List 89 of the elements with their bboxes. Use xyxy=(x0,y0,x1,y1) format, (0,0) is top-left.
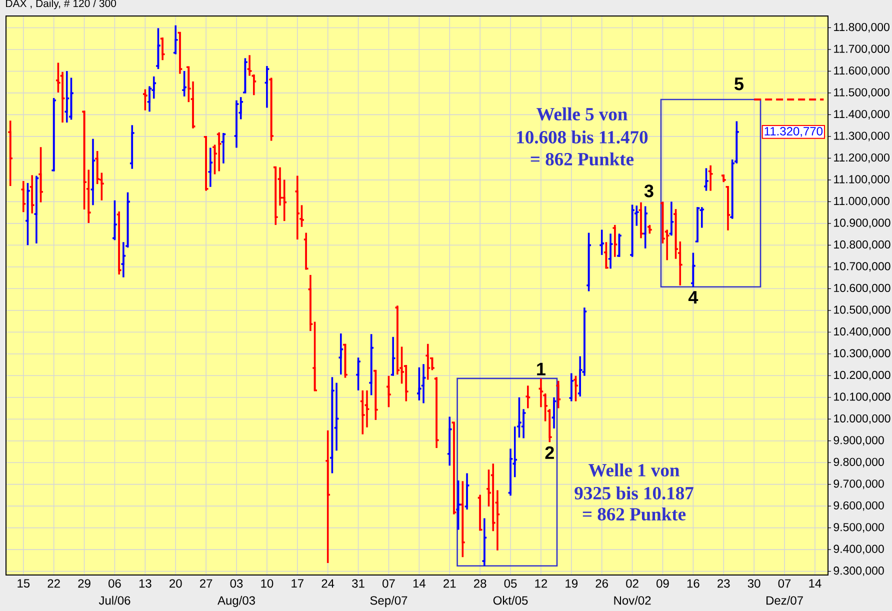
candlestick xyxy=(30,174,34,214)
candlestick xyxy=(221,132,226,164)
x-tick-label: 20 xyxy=(170,579,182,588)
y-tick-label: 10.400,000 xyxy=(834,327,890,337)
annotation: 3 xyxy=(644,184,654,198)
annotation: 5 xyxy=(734,78,744,90)
x-tick-label: 15 xyxy=(18,579,30,588)
candlestick xyxy=(152,76,156,100)
candlestick xyxy=(216,131,222,172)
candlestick xyxy=(521,408,526,440)
y-tick-label: 10.300,000 xyxy=(834,349,890,359)
y-tick-label: 9.800,000 xyxy=(834,458,884,468)
x-tick-label: 05 Okt/05 xyxy=(493,579,528,605)
candlestick xyxy=(569,372,574,402)
annotation: 9325 bis 10.187 xyxy=(574,486,694,500)
candlestick xyxy=(21,180,26,214)
candlestick xyxy=(208,146,213,188)
annotation: Welle 5 von xyxy=(536,107,628,121)
x-tick-label: 10 xyxy=(261,579,274,588)
candlestick xyxy=(64,70,70,124)
candlestick xyxy=(464,472,470,510)
x-tick-label: 29 xyxy=(78,579,90,588)
y-tick-label: 11.200,000 xyxy=(834,153,890,163)
candlestick xyxy=(338,332,344,376)
x-tick-label: 03 Aug/03 xyxy=(218,579,255,608)
candlestick xyxy=(556,380,561,410)
x-tick-label: 12 xyxy=(535,579,548,588)
candlestick xyxy=(552,396,556,430)
y-tick-label: 9.600,000 xyxy=(834,501,884,511)
x-tick-label: 07 Dez/07 xyxy=(766,579,803,605)
x-tick-label: 09 xyxy=(656,579,669,588)
annotation: 10.608 bis 11.470 xyxy=(517,130,648,144)
candlestick xyxy=(612,224,618,258)
x-tick-label: 24 xyxy=(322,579,334,588)
x-tick-label: 28 xyxy=(474,579,486,588)
x-tick-label: 23 xyxy=(718,579,730,588)
y-tick-label: 11.300,000 xyxy=(834,132,890,142)
x-tick-label: 16 xyxy=(687,579,700,588)
candlestick xyxy=(669,200,674,236)
candlestick xyxy=(426,342,430,381)
y-tick-label: 10.900,000 xyxy=(834,218,890,228)
y-tick-label: 10.000,000 xyxy=(834,414,890,424)
x-tick-label: 02 Nov/02 xyxy=(614,579,651,605)
candlestick xyxy=(295,174,300,240)
annotation: 1 xyxy=(537,362,546,376)
x-tick-label: 06 Jul/06 xyxy=(98,579,130,605)
y-tick-label: 11.000,000 xyxy=(834,196,890,206)
x-tick-label: 26 xyxy=(596,579,608,588)
annotation: 2 xyxy=(545,446,554,459)
x-tick-label: 30 xyxy=(748,579,760,588)
y-tick-label: 9.500,000 xyxy=(834,523,884,533)
annotation: 11.320,770 xyxy=(764,126,823,137)
candlestick xyxy=(360,390,365,436)
x-tick-label: 19 xyxy=(566,579,578,588)
x-tick-label: 27 xyxy=(200,579,212,588)
x-tick-label: 14 xyxy=(809,579,822,588)
x-tick-label: 17 xyxy=(292,579,304,588)
candlestick xyxy=(608,232,613,270)
annotation: = 862 Punkte xyxy=(530,152,634,166)
y-tick-label: 10.200,000 xyxy=(834,370,890,380)
y-tick-label: 10.700,000 xyxy=(834,262,890,272)
x-tick-label: 22 xyxy=(48,579,60,588)
annotation: = 862 Punkte xyxy=(582,507,686,521)
x-tick-label: 13 xyxy=(139,579,152,588)
y-tick-label: 11.400,000 xyxy=(834,110,890,120)
y-tick-label: 10.100,000 xyxy=(834,392,890,402)
y-tick-label: 9.400,000 xyxy=(834,544,884,554)
y-tick-label: 11.700,000 xyxy=(834,44,890,54)
y-tick-label: 9.700,000 xyxy=(834,480,884,490)
candlestick xyxy=(264,65,270,109)
y-tick-label: 11.500,000 xyxy=(834,88,890,98)
annotation: Welle 1 von xyxy=(588,463,680,477)
y-tick-label: 11.800,000 xyxy=(834,22,890,32)
candlestick xyxy=(173,24,178,56)
y-tick-label: 10.600,000 xyxy=(834,284,890,294)
y-tick-label: 10.800,000 xyxy=(834,240,890,250)
x-tick-label: 07 Sep/07 xyxy=(370,579,408,608)
y-tick-label: 11.600,000 xyxy=(834,66,890,76)
x-tick-label: 14 xyxy=(413,579,426,588)
y-tick-label: 11.100,000 xyxy=(834,175,890,185)
candlestick xyxy=(160,36,165,62)
y-tick-label: 9.900,000 xyxy=(834,436,884,446)
x-tick-label: 21 xyxy=(444,579,456,588)
candlestick xyxy=(390,336,396,377)
annotation: 4 xyxy=(688,291,698,304)
y-tick-label: 10.500,000 xyxy=(834,306,890,316)
x-tick-label: 31 xyxy=(352,579,364,588)
y-tick-label: 9.300,000 xyxy=(834,566,884,576)
candlestick xyxy=(147,85,152,113)
